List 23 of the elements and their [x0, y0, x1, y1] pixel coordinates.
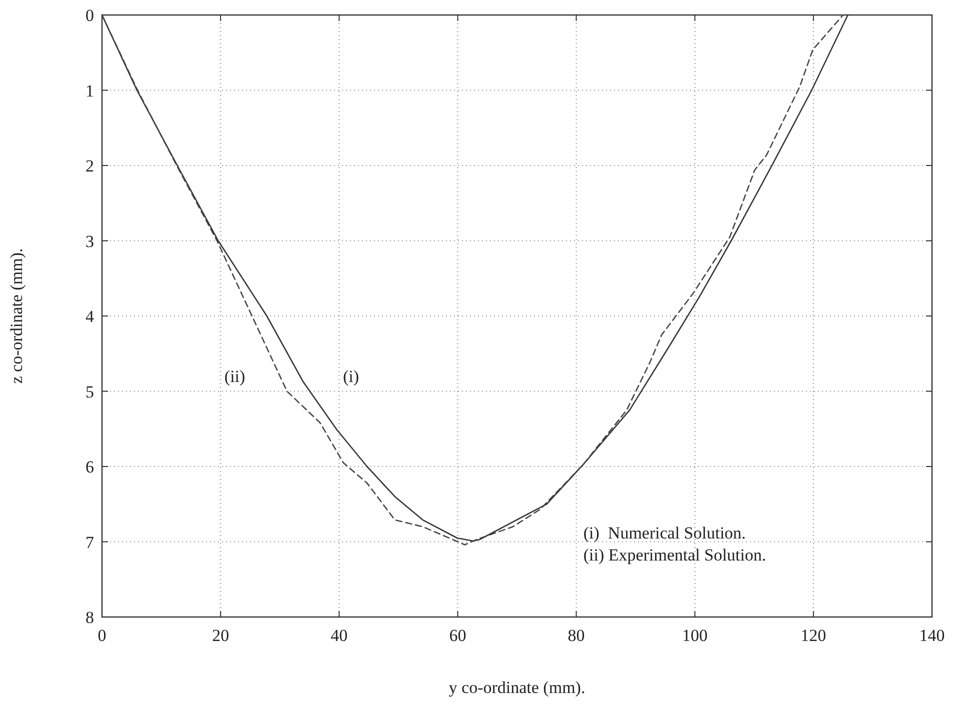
y-tick-label: 0 — [86, 6, 94, 25]
y-tick-label: 1 — [86, 81, 94, 100]
y-tick-label: 8 — [86, 608, 94, 627]
y-axis-title: z co-ordinate (mm). — [7, 248, 26, 384]
annotation: (i) Numerical Solution. — [583, 524, 746, 543]
y-tick-label: 2 — [86, 156, 94, 176]
x-tick-label: 40 — [330, 626, 348, 645]
x-tick-label: 0 — [98, 626, 106, 645]
y-tick-label: 4 — [86, 307, 94, 326]
x-tick-label: 100 — [682, 626, 708, 645]
y-tick-label: 5 — [86, 382, 94, 402]
x-axis-title: y co-ordinate (mm). — [448, 678, 586, 697]
y-tick-label: 3 — [86, 232, 94, 251]
annotation: (ii) — [224, 367, 246, 386]
annotation: (ii) Experimental Solution. — [583, 546, 766, 565]
annotation: (i) — [342, 367, 360, 386]
y-tick-label: 7 — [86, 532, 94, 552]
x-tick-label: 20 — [212, 626, 230, 645]
x-tick-label: 120 — [800, 626, 826, 645]
x-tick-label: 140 — [919, 626, 945, 645]
x-tick-label: 80 — [568, 626, 585, 645]
x-tick-label: 60 — [449, 626, 466, 645]
y-tick-label: 6 — [86, 458, 94, 476]
